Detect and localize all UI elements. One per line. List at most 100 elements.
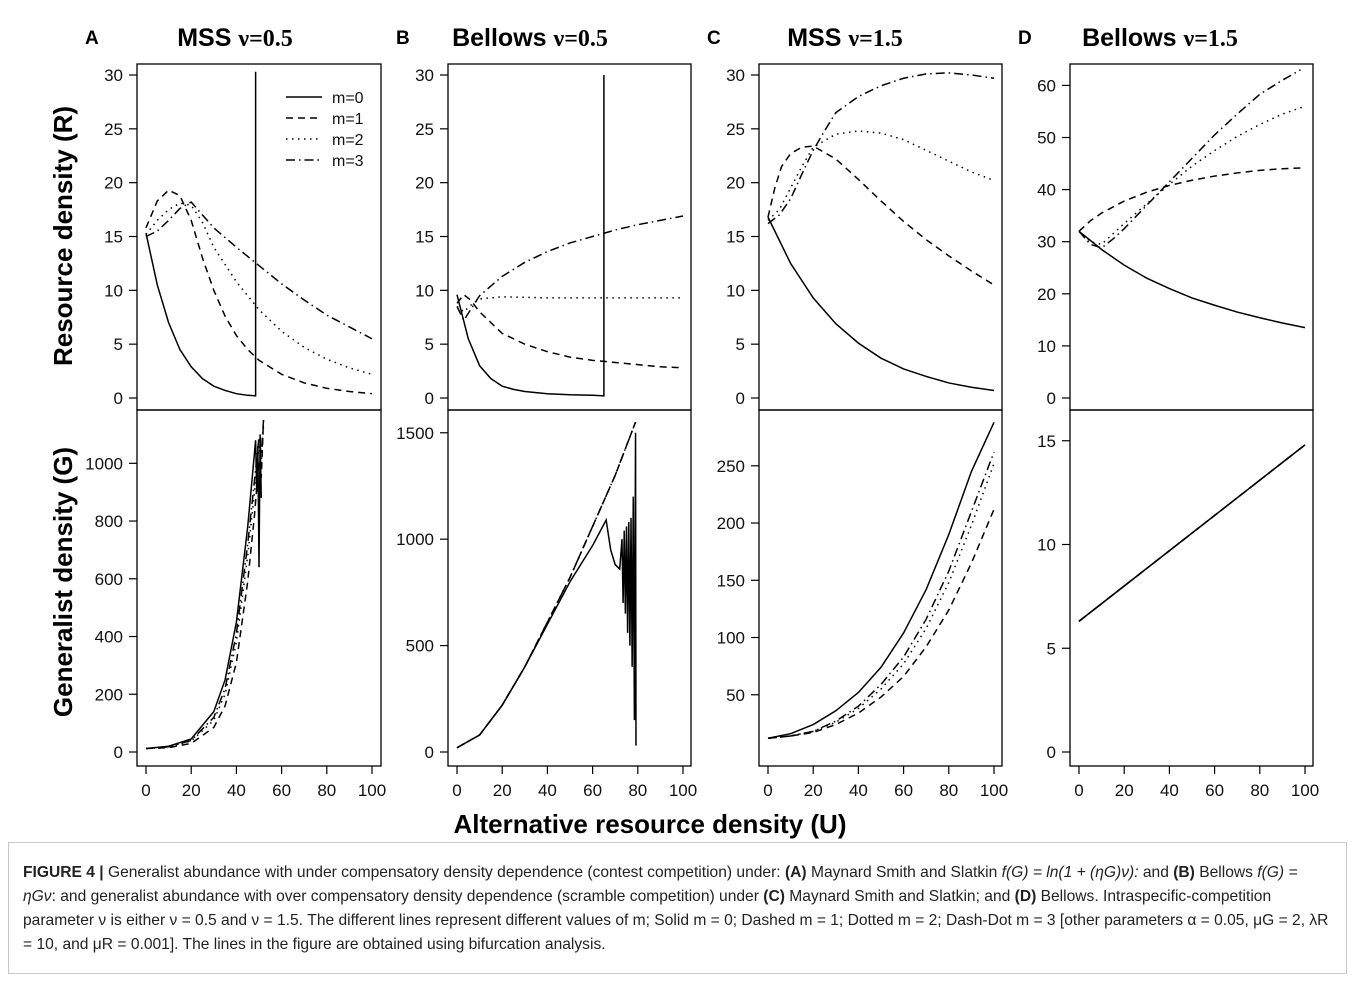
y-tick-label: 1000 <box>396 530 434 549</box>
series-line-m2 <box>767 463 995 740</box>
bottom-plot-frame <box>447 409 692 767</box>
x-tick-label: 60 <box>1205 781 1224 800</box>
series-line-m1 <box>145 189 373 395</box>
y-tick-label: 0 <box>114 743 123 762</box>
bottom-plot: 0 200 400 600 800 1000 <box>85 419 265 762</box>
y-tick-label: 20 <box>1037 285 1056 304</box>
series-line-m3 <box>1078 444 1306 622</box>
y-tick-label: 15 <box>726 228 745 247</box>
series-line-m3 <box>767 72 995 225</box>
series-line-m2 <box>1078 105 1306 246</box>
y-tick-label: 60 <box>1037 76 1056 95</box>
x-axis-label: Alternative resource density (U) <box>453 809 846 839</box>
legend-label: m=2 <box>332 132 364 149</box>
bottom-plot-frame <box>136 409 382 767</box>
x-tick-label: 60 <box>272 781 291 800</box>
series-line-m0 <box>767 421 995 739</box>
panel-title-main: Bellows <box>452 24 553 52</box>
bottom-plot-frame <box>758 409 1003 767</box>
y-tick-label: 20 <box>415 174 434 193</box>
series-group <box>1078 69 1306 329</box>
panel-c: C MSS ν=1.5 0 20 40 60 80 100 0 5 10 15 20 25 30 50 100 1… <box>707 24 1008 800</box>
x-tick-label: 0 <box>1074 781 1083 800</box>
y-tick-label: 0 <box>425 389 434 408</box>
panel-title-main: Bellows <box>1082 24 1183 52</box>
caption-label-b: (B) <box>1173 864 1195 881</box>
series-line-m1 <box>456 293 684 369</box>
series-line-m1 <box>1078 166 1306 232</box>
series-line-m0 <box>145 71 257 397</box>
series-group <box>767 72 995 392</box>
x-tick-label: 0 <box>141 781 150 800</box>
series-line-m3 <box>767 451 995 740</box>
x-tick-label: 0 <box>452 781 461 800</box>
top-plot: 0 10 20 30 40 50 60 <box>1037 69 1306 408</box>
y-tick-label: 0 <box>1047 743 1056 762</box>
y-tick-label: 30 <box>415 66 434 85</box>
panel-title-param: ν=1.5 <box>847 26 902 52</box>
panel-title-main: MSS <box>177 24 238 52</box>
panel-a: A MSS ν=0.50 20 40 60 80 100051015202530020040… <box>85 24 386 800</box>
y-tick-label: 20 <box>104 174 123 193</box>
series-group <box>145 71 373 397</box>
series-line-m3 <box>456 421 637 749</box>
y-tick-label: 30 <box>726 66 745 85</box>
y-tick-label: 800 <box>95 512 123 531</box>
caption-text-5: : and generalist abundance with over com… <box>51 888 764 905</box>
top-plot: 0 5 10 15 20 25 30 <box>726 66 995 408</box>
y-tick-label: 500 <box>406 637 434 656</box>
y-tick-label: 0 <box>114 389 123 408</box>
y-tick-label: 5 <box>114 335 123 354</box>
series-line-m3 <box>145 201 373 340</box>
x-tick-label: 40 <box>538 781 557 800</box>
panel-letter: C <box>707 28 721 49</box>
caption-label-c: (C) <box>763 888 785 905</box>
panel-letter: D <box>1018 28 1032 49</box>
x-tick-label: 20 <box>1115 781 1134 800</box>
x-tick-label: 60 <box>583 781 602 800</box>
y-tick-label: 15 <box>415 228 434 247</box>
y-tick-label: 1500 <box>396 424 434 443</box>
x-tick-label: 80 <box>628 781 647 800</box>
caption-text-3: and <box>1138 864 1174 881</box>
figure-caption: FIGURE 4 | Generalist abundance with und… <box>8 842 1347 974</box>
series-line-m0 <box>1078 230 1306 329</box>
y-tick-label: 25 <box>104 120 123 139</box>
panel-title-param: ν=0.5 <box>237 26 292 52</box>
x-tick-label: 40 <box>849 781 868 800</box>
x-tick-label: 80 <box>317 781 336 800</box>
series-line-m0 <box>145 434 263 750</box>
series-line-m2 <box>145 425 265 750</box>
x-tick-label: 80 <box>1250 781 1269 800</box>
y-tick-label: 100 <box>717 629 745 648</box>
top-plot-frame <box>1069 63 1314 411</box>
panel-title: Bellows ν=0.5 <box>452 24 608 52</box>
y-tick-label: 10 <box>726 281 745 300</box>
y-tick-label: 50 <box>726 686 745 705</box>
y-tick-label: 30 <box>1037 233 1056 252</box>
caption-label-d: (D) <box>1014 888 1037 905</box>
y-tick-label: 400 <box>95 628 123 647</box>
panel-title: MSS ν=0.5 <box>177 24 293 52</box>
bottom-plot: 0 5 10 15 <box>1037 432 1306 762</box>
bottom-plot-frame <box>1069 409 1314 767</box>
panel-letter: A <box>85 28 99 49</box>
y-tick-label: 5 <box>736 335 745 354</box>
y-tick-label: 10 <box>104 281 123 300</box>
y-tick-label: 250 <box>717 457 745 476</box>
top-plot: 0 5 10 15 20 25 30 <box>415 66 684 408</box>
series-line-m1 <box>767 145 995 286</box>
top-plot: 0 5 10 15 20 25 30 <box>104 66 373 408</box>
y-tick-label: 0 <box>425 743 434 762</box>
panel-title-main: MSS <box>787 24 848 52</box>
series-line-m1 <box>145 419 265 750</box>
y-tick-label: 200 <box>95 685 123 704</box>
y-tick-label: 20 <box>726 174 745 193</box>
x-tick-label: 40 <box>227 781 246 800</box>
caption-text-6: Maynard Smith and Slatkin; and <box>784 888 1015 905</box>
series-line-m3 <box>1078 69 1301 249</box>
series-group <box>767 421 995 740</box>
legend-label: m=1 <box>332 111 364 128</box>
series-group <box>456 75 684 397</box>
